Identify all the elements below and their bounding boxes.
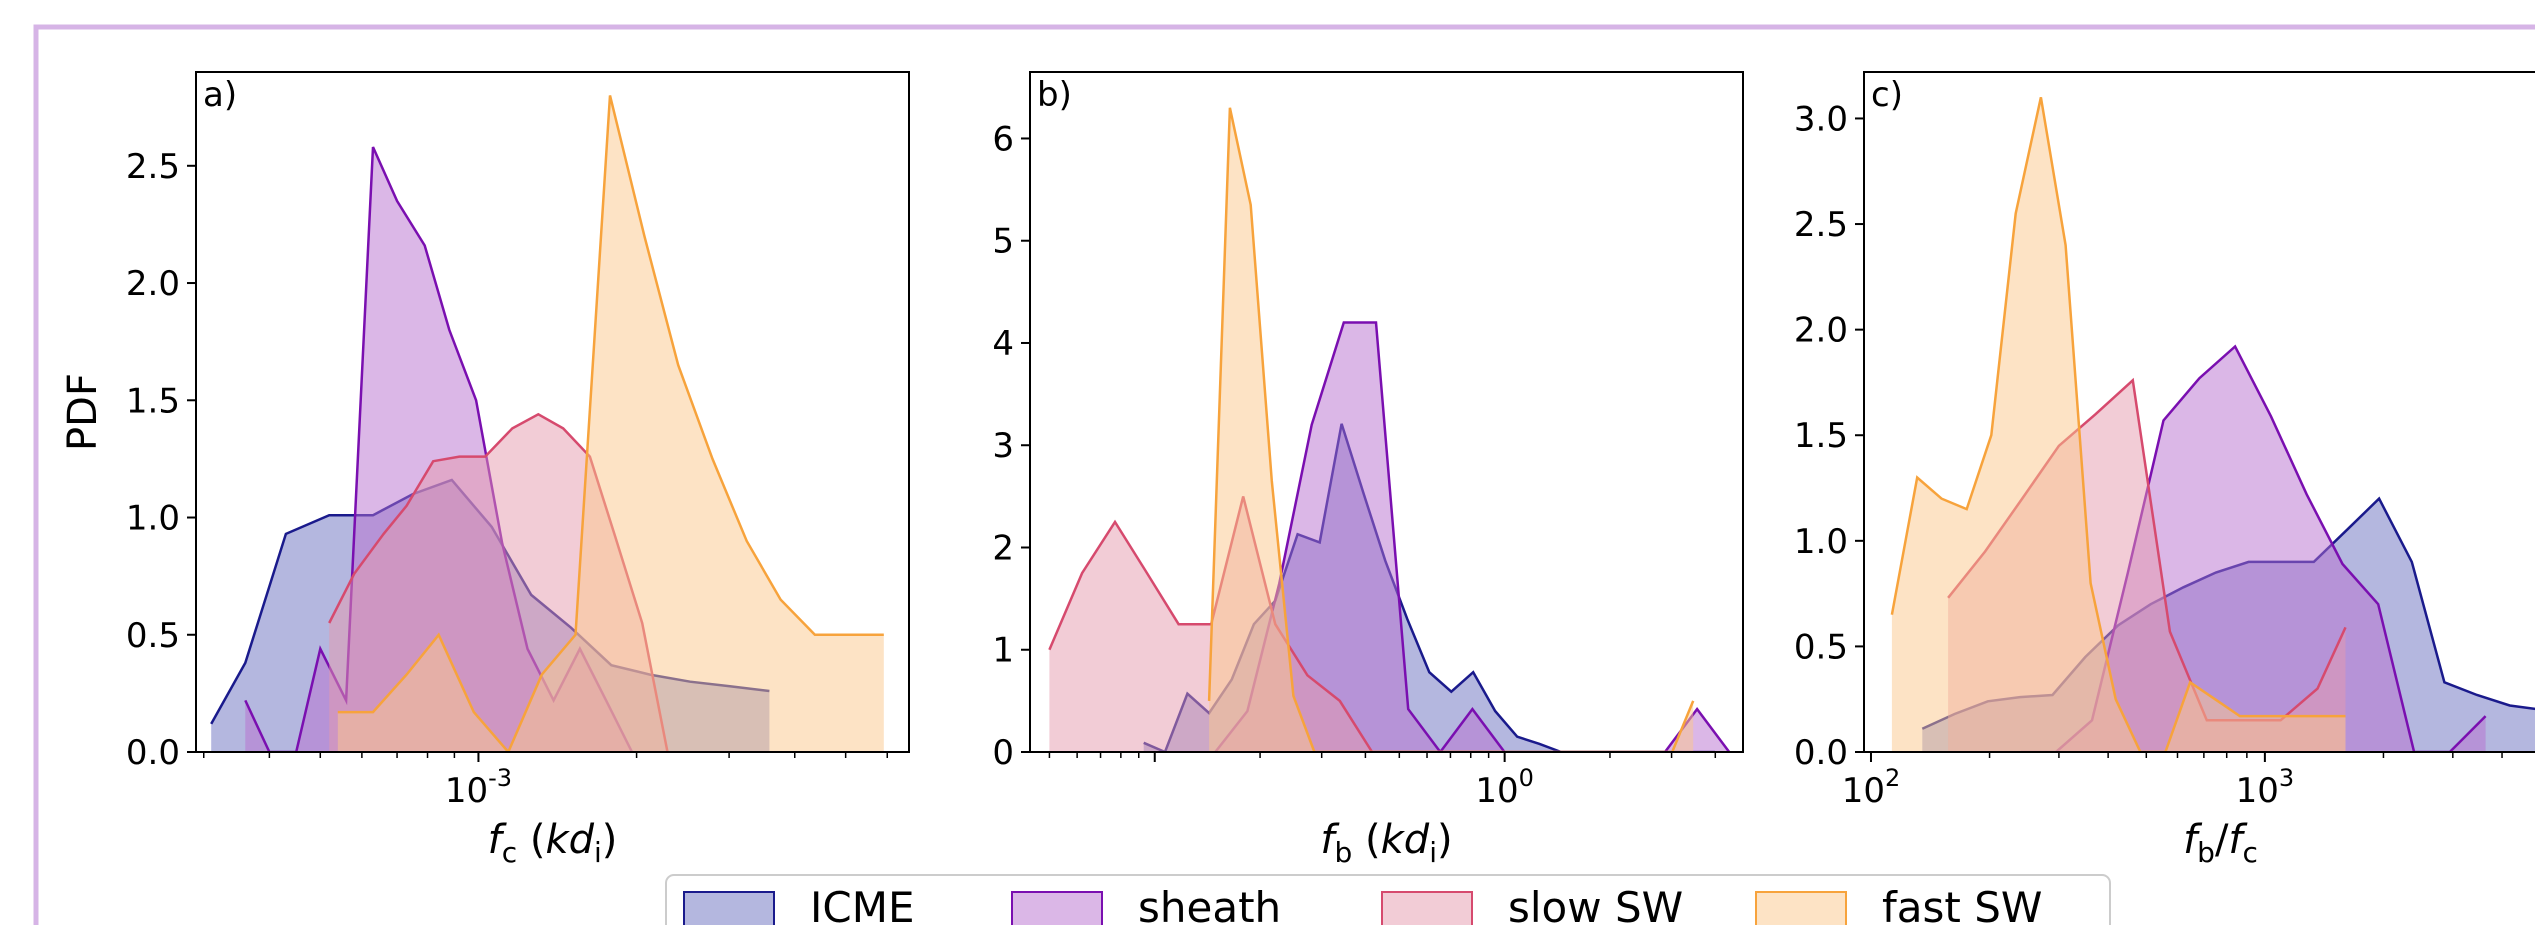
line-fast-sw bbox=[1890, 97, 2346, 752]
legend-swatch-icme bbox=[683, 891, 775, 925]
x-tick-label: 102 bbox=[1842, 764, 1901, 811]
figure-frame bbox=[33, 24, 2535, 925]
x-axis-label: fb (kdi) bbox=[1320, 817, 1452, 869]
y-tick-label: 2.0 bbox=[126, 264, 180, 304]
y-tick-label: 1.0 bbox=[1794, 522, 1848, 562]
plot-frame bbox=[1029, 71, 1744, 753]
area-sheath bbox=[1215, 322, 1730, 752]
legend-label-slow-sw: slow SW bbox=[1508, 883, 1683, 925]
x-axis-label: fb/fc bbox=[2183, 817, 2258, 869]
y-tick-label: 1.0 bbox=[126, 499, 180, 539]
y-tick-label: 6 bbox=[992, 119, 1014, 159]
y-tick-label: 2.5 bbox=[126, 147, 180, 187]
legend: ICME sheath slow SW fast SW bbox=[665, 874, 2111, 925]
y-tick-label: 0.5 bbox=[1794, 627, 1848, 667]
area-fast-sw bbox=[1891, 97, 2346, 752]
series-group bbox=[210, 95, 884, 752]
legend-label-sheath: sheath bbox=[1138, 883, 1281, 925]
y-tick-label: 0.0 bbox=[126, 733, 180, 773]
legend-label-fast-sw: fast SW bbox=[1882, 883, 2042, 925]
x-axis-label: fc (kdi) bbox=[488, 817, 618, 869]
y-tick-label: 1.5 bbox=[1794, 416, 1848, 456]
y-tick-label: 4 bbox=[992, 324, 1014, 364]
panel-a: 0.0 0.5 1.0 1.5 2.0 2.5 10-3 a) fc (kdi) PDF bbox=[60, 71, 910, 869]
area-fast-sw bbox=[1209, 107, 1694, 752]
plot-frame bbox=[195, 71, 910, 753]
plot-frame bbox=[1863, 71, 2535, 753]
line-fast-sw bbox=[1207, 107, 1695, 752]
y-tick-label: 0 bbox=[992, 733, 1014, 773]
y-tick-label: 1 bbox=[992, 631, 1014, 671]
y-axis-label: PDF bbox=[60, 373, 106, 451]
y-tick-label: 0.5 bbox=[126, 616, 180, 656]
y-tick-label: 5 bbox=[992, 222, 1014, 262]
line-fast-sw bbox=[337, 95, 884, 752]
legend-swatch-slow-sw bbox=[1381, 891, 1473, 925]
panel-label: c) bbox=[1871, 75, 1903, 115]
y-tick-label: 3.0 bbox=[1794, 99, 1848, 139]
series-group bbox=[1048, 107, 1731, 752]
panel-c: 0.0 0.5 1.0 1.5 2.0 2.5 3.0 102 103 c) fb/fc bbox=[1794, 71, 2535, 869]
x-tick-label: 100 bbox=[1475, 764, 1534, 811]
area-sheath bbox=[245, 147, 633, 752]
y-tick-label: 0.0 bbox=[1794, 733, 1848, 773]
panel-label: a) bbox=[203, 75, 237, 115]
legend-swatch-sheath bbox=[1011, 891, 1103, 925]
panel-b: 0 1 2 3 4 5 6 100 b) fb (kdi) bbox=[992, 71, 1744, 869]
series-group bbox=[1890, 97, 2535, 752]
y-tick-label: 2.5 bbox=[1794, 205, 1848, 245]
y-tick-label: 2.0 bbox=[1794, 311, 1848, 351]
line-sheath bbox=[1214, 321, 1731, 752]
panel-label: b) bbox=[1037, 75, 1072, 115]
x-tick-label: 103 bbox=[2236, 764, 2295, 811]
legend-label-icme: ICME bbox=[810, 883, 915, 925]
y-tick-label: 2 bbox=[992, 528, 1014, 568]
legend-swatch-fast-sw bbox=[1755, 891, 1847, 925]
y-tick-label: 3 bbox=[992, 426, 1014, 466]
y-tick-label: 1.5 bbox=[126, 381, 180, 421]
x-tick-label: 10-3 bbox=[445, 764, 512, 811]
area-fast-sw bbox=[337, 95, 884, 752]
